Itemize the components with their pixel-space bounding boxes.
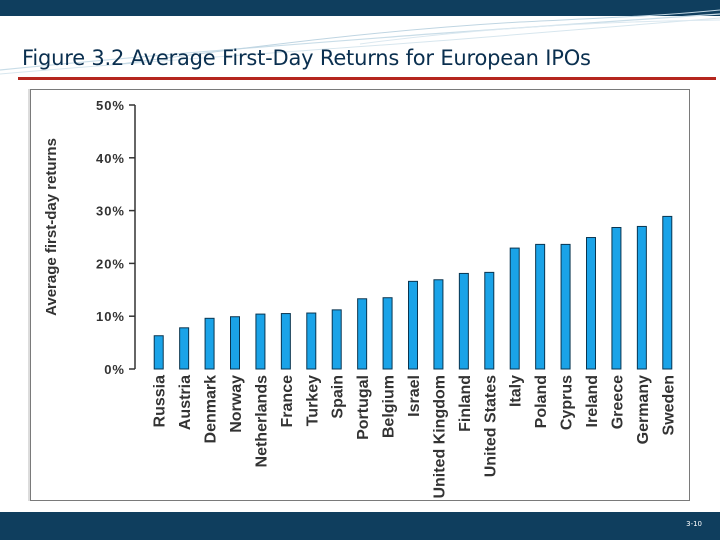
x-tick-label: Portugal [355, 375, 372, 440]
x-tick-label: Denmark [203, 375, 220, 444]
x-tick-label: Poland [533, 375, 550, 428]
y-tick-label: 20% [96, 256, 125, 271]
bar-belgium [382, 297, 393, 370]
y-axis: 0% 10% 20% 30% 40% 50% [96, 98, 136, 377]
bars [153, 215, 673, 370]
slide-number: 3-10 [686, 520, 702, 528]
x-tick-label: Turkey [304, 375, 321, 426]
x-tick-label: Russia [152, 375, 169, 428]
bar-finland [458, 272, 469, 370]
chart-frame: 0% 10% 20% 30% 40% 50% Russia Austria Denmark No… [30, 89, 690, 501]
x-tick-label: Sweden [660, 375, 677, 435]
bar-portugal [357, 298, 368, 370]
bar-spain [331, 309, 342, 370]
bar-norway [230, 316, 240, 370]
x-tick-label: Italy [508, 375, 525, 407]
bar-chart: 0% 10% 20% 30% 40% 50% Russia Austria Denmark No… [43, 98, 678, 499]
bar-sweden [662, 215, 673, 370]
bar-cyprus [560, 243, 571, 370]
x-tick-label: France [279, 375, 296, 428]
slide-title: Figure 3.2 Average First-Day Returns for… [22, 46, 591, 70]
x-tick-label: Austria [177, 375, 194, 430]
x-tick-label: Belgium [381, 375, 398, 438]
x-tick-label: Ireland [584, 375, 601, 427]
bar-greece [611, 226, 622, 370]
x-tick-label: Netherlands [253, 375, 270, 468]
x-tick-label: Cyprus [559, 375, 576, 430]
y-tick-label: 10% [96, 309, 125, 324]
y-tick-label: 40% [96, 151, 125, 166]
header-wave-decoration [0, 9, 720, 75]
bar-united-kingdom [433, 279, 444, 370]
bar-ireland [586, 237, 596, 370]
title-underline [18, 77, 716, 80]
y-tick-label: 0% [104, 362, 125, 377]
bar-united-states [484, 271, 495, 370]
x-tick-label: Finland [457, 375, 474, 432]
bar-italy [509, 247, 520, 370]
x-axis-labels: Russia Austria Denmark Norway Netherlands Fra… [152, 375, 678, 499]
y-tick-label: 50% [96, 98, 125, 113]
y-axis-title: Average first-day returns [43, 138, 60, 316]
bar-netherlands [255, 313, 266, 370]
bar-poland [535, 243, 546, 370]
bar-germany [636, 225, 647, 370]
x-tick-label: Norway [228, 375, 245, 433]
bar-russia [153, 335, 164, 370]
bar-france [280, 313, 291, 370]
top-band [0, 0, 720, 16]
bar-denmark [204, 317, 215, 370]
bar-austria [179, 327, 190, 370]
y-tick-label: 30% [96, 204, 125, 219]
x-tick-label: United Kingdom [431, 375, 448, 499]
x-tick-label: Spain [330, 375, 347, 419]
x-tick-label: Germany [635, 375, 652, 444]
bar-turkey [306, 312, 317, 370]
bar-israel [408, 280, 418, 370]
x-tick-label: United States [482, 375, 499, 477]
bottom-band [0, 512, 720, 540]
x-tick-label: Israel [406, 375, 423, 417]
x-tick-label: Greece [609, 375, 626, 429]
